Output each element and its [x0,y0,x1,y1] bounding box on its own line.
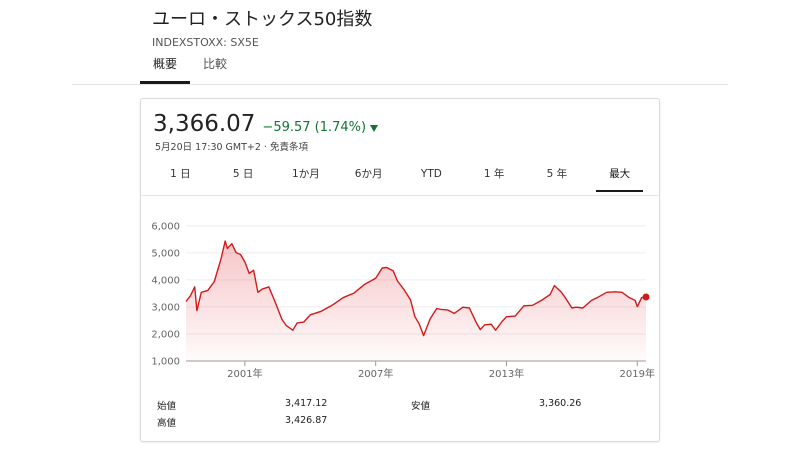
y-tick-label: 3,000 [151,302,180,313]
down-arrow-icon [370,125,379,132]
y-tick-label: 6,000 [151,221,180,232]
high-value: 3,426.87 [285,415,328,426]
y-tick-label: 1,000 [151,357,180,368]
range-selector: 1 日 5 日 1か月 6か月 YTD 1 年 5 年 最大 [149,161,651,193]
price-row: 3,366.07 −59.57 (1.74%) [153,111,379,137]
range-1d[interactable]: 1 日 [170,168,191,180]
header-divider [72,84,728,85]
page-title: ユーロ・ストックス50指数 [152,9,373,30]
low-value: 3,360.26 [539,398,582,409]
price-change: −59.57 (1.74%) [262,120,367,135]
x-tick-label: 2007年 [358,367,393,380]
range-5d[interactable]: 5 日 [232,168,254,180]
quote-card: 3,366.07 −59.57 (1.74%) 5月20日 17:30 GMT+… [140,98,660,442]
range-1y[interactable]: 1 年 [483,168,505,180]
high-label: 高値 [157,418,177,429]
range-ytd[interactable]: YTD [420,168,442,180]
open-value: 3,417.12 [285,398,328,409]
tab-compare[interactable]: 比較 [203,57,228,71]
y-tick-label: 4,000 [151,275,180,286]
x-tick-label: 2001年 [227,367,262,380]
range-5y[interactable]: 5 年 [546,168,568,180]
price-area-fill [186,241,646,361]
latest-price-marker [642,293,650,301]
tab-overview[interactable]: 概要 [140,56,191,84]
range-max[interactable]: 最大 [588,161,651,193]
x-tick-label: 2013年 [489,367,524,380]
quote-timestamp: 5月20日 17:30 GMT+2 · 免責条項 [155,142,308,153]
range-1m[interactable]: 1か月 [292,168,320,180]
current-price: 3,366.07 [153,111,256,137]
ticker-symbol: INDEXSTOXX: SX5E [152,36,259,49]
price-chart[interactable]: 6,000 5,000 4,000 3,000 2,000 1,000 2001年 2007年… [141,209,659,389]
range-divider [141,195,659,196]
low-label: 安値 [411,401,431,412]
y-tick-label: 5,000 [151,248,180,259]
open-label: 始値 [157,401,177,412]
header-tabs: 概要 比較 [140,56,240,84]
price-series-line [185,240,647,337]
range-6m[interactable]: 6か月 [354,168,383,180]
x-tick-label: 2019年 [620,367,655,380]
y-tick-label: 2,000 [151,329,180,340]
